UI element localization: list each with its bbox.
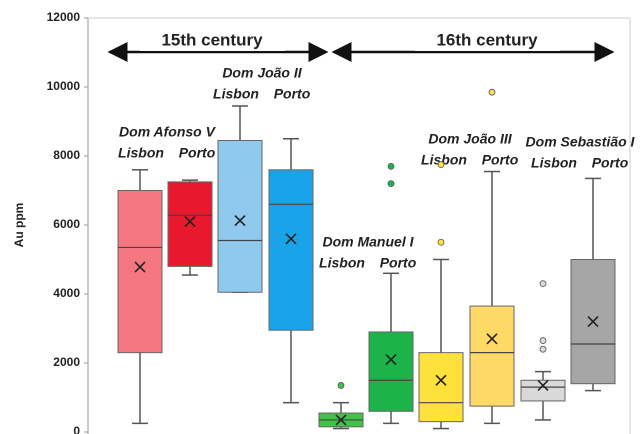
box (117, 190, 163, 354)
site-label: Lisbon (319, 255, 365, 271)
mean-marker (285, 233, 297, 245)
mean-marker (537, 379, 549, 391)
outlier (387, 180, 395, 188)
site-label: Lisbon (421, 152, 467, 168)
reign-label: Dom Manuel I (322, 234, 414, 250)
outlier (539, 280, 547, 288)
box (469, 305, 515, 407)
period-label: 15th century (161, 30, 263, 49)
mean-marker (134, 261, 146, 273)
box (167, 181, 213, 267)
outlier (387, 162, 395, 170)
box (217, 139, 263, 293)
y-tick-label: 8000 (53, 148, 80, 162)
box (368, 331, 414, 412)
y-tick-label: 10000 (47, 79, 81, 93)
mean-marker (435, 374, 447, 386)
y-tick-label: 12000 (47, 10, 81, 24)
box (268, 169, 314, 331)
site-label: Porto (179, 145, 216, 161)
y-tick-label: 4000 (53, 286, 80, 300)
box (418, 352, 464, 423)
y-tick-label: 0 (73, 424, 80, 434)
outlier (337, 382, 345, 389)
outlier (437, 161, 445, 169)
site-label: Lisbon (213, 86, 259, 102)
outlier (539, 345, 547, 353)
site-label: Porto (482, 152, 519, 168)
y-tick-label: 6000 (53, 217, 80, 231)
box (520, 379, 566, 402)
site-label: Porto (380, 255, 417, 271)
mean-marker (385, 353, 397, 366)
label-bg (140, 31, 285, 51)
site-label: Porto (592, 155, 629, 171)
mean-marker (587, 316, 599, 328)
site-label: Porto (274, 86, 311, 102)
outlier (437, 238, 445, 246)
mean-marker (184, 215, 196, 228)
site-label: Lisbon (531, 155, 577, 171)
reign-label: Dom João III (428, 131, 512, 147)
mean-marker (234, 214, 246, 227)
site-label: Lisbon (118, 145, 164, 161)
reign-label: Dom João II (222, 65, 302, 81)
reign-label: Dom Sebastião I (526, 134, 636, 150)
outlier (539, 337, 547, 344)
y-tick-label: 2000 (53, 355, 80, 369)
period-label: 16th century (436, 30, 538, 49)
mean-marker (335, 414, 347, 426)
outlier (488, 88, 496, 96)
mean-marker (486, 333, 498, 345)
y-axis-label: Au ppm (12, 203, 26, 248)
label-bg (415, 31, 560, 51)
reign-label: Dom Afonso V (119, 124, 217, 140)
